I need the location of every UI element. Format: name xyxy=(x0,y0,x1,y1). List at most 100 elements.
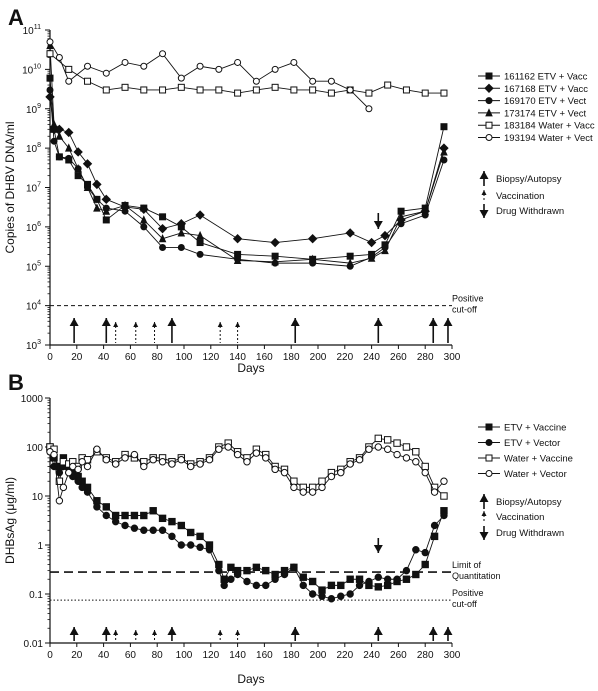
panel-a-y-axis-title: Copies of DHBV DNA/ml xyxy=(3,121,17,253)
panel-b-vaccination-arrow-head xyxy=(217,630,223,635)
panel-b-data-point-0 xyxy=(346,575,354,583)
panel-b-legend-marker-3 xyxy=(485,470,493,477)
panel-a-x-tick-label: 160 xyxy=(256,352,273,363)
panel-b-data-point-2 xyxy=(318,477,326,485)
panel-a-data-point-5 xyxy=(46,38,54,46)
panel-a-data-point-4 xyxy=(384,81,392,89)
panel-b-data-point-1 xyxy=(365,577,373,586)
panel-a-data-point-0 xyxy=(440,123,448,131)
panel-a-data-point-5 xyxy=(55,54,63,62)
panel-a-data-point-4 xyxy=(290,86,298,94)
panel-b-data-point-1 xyxy=(412,546,420,554)
panel-a-letter: A xyxy=(8,5,24,30)
panel-b-data-point-3 xyxy=(224,443,232,451)
panel-b-data-point-1 xyxy=(187,541,195,549)
panel-a-x-tick-label: 240 xyxy=(363,352,380,363)
panel-a-data-point-3 xyxy=(121,200,129,209)
panel-a-legend-key-biopsy: Biopsy/Autopsy xyxy=(496,174,562,185)
panel-a-data-point-5 xyxy=(271,65,279,73)
panel-b-x-tick-label: 280 xyxy=(417,650,434,661)
panel-b-data-point-0 xyxy=(130,511,139,520)
panel-a-data-point-5 xyxy=(309,77,317,85)
panel-b-y-tick-label: 0.1 xyxy=(29,590,43,601)
panel-a-data-point-4 xyxy=(84,77,92,85)
panel-a-data-point-4 xyxy=(234,89,242,97)
panel-b-data-point-3 xyxy=(393,450,401,459)
panel-b-data-point-0 xyxy=(337,581,345,590)
panel-a-x-tick-label: 280 xyxy=(417,352,434,363)
panel-b-data-point-0 xyxy=(215,560,223,569)
panel-b-data-point-1 xyxy=(78,483,86,492)
panel-a-data-point-3 xyxy=(271,257,279,266)
panel-a-series-line-5 xyxy=(49,41,370,110)
panel-a-data-point-1 xyxy=(139,204,149,214)
panel-a-data-point-4 xyxy=(271,83,279,91)
panel-a-data-point-5 xyxy=(102,69,110,77)
panel-b-data-point-1 xyxy=(74,477,82,485)
panel-a-data-point-4 xyxy=(140,86,148,94)
panel-b-vaccination-arrow-head xyxy=(133,630,139,635)
panel-a-legend-marker-5 xyxy=(485,134,493,141)
panel-b-y-tick-label: 1 xyxy=(37,541,43,552)
panel-b-data-point-0 xyxy=(149,507,157,515)
panel-b-data-point-3 xyxy=(196,460,204,468)
panel-a-x-tick-label: 260 xyxy=(390,352,407,363)
panel-a-data-point-1 xyxy=(366,237,377,248)
panel-b-data-point-3 xyxy=(65,468,73,477)
panel-b-data-point-0 xyxy=(327,581,336,590)
panel-a-x-tick-label: 60 xyxy=(125,352,137,363)
panel-b-data-point-3 xyxy=(215,445,223,453)
panel-b-legend-biopsy-arrow-head xyxy=(479,494,489,502)
panel-b-data-point-0 xyxy=(111,511,120,520)
panel-a-data-point-2 xyxy=(140,223,148,231)
panel-b-data-point-3 xyxy=(102,456,110,464)
panel-a-biopsy-arrow-head xyxy=(373,318,383,326)
panel-b-data-point-0 xyxy=(168,517,176,526)
panel-b-data-point-3 xyxy=(271,465,279,474)
panel-b-data-point-3 xyxy=(233,450,242,459)
panel-b-y-tick-label: 100 xyxy=(26,443,43,454)
panel-a-data-point-5 xyxy=(215,65,223,73)
panel-a-vaccination-arrow-head xyxy=(217,322,223,327)
panel-b-data-point-2 xyxy=(421,462,429,471)
panel-b-data-point-0 xyxy=(412,570,420,579)
panel-a-data-point-5 xyxy=(196,62,204,70)
panel-b-data-point-3 xyxy=(440,477,448,485)
panel-b-data-point-1 xyxy=(220,581,228,590)
panel-a-x-tick-label: 200 xyxy=(310,352,327,363)
panel-b-data-point-3 xyxy=(280,468,289,477)
panel-b-legend-marker-0 xyxy=(485,423,493,431)
panel-b-data-point-3 xyxy=(252,449,261,457)
panel-b-data-point-0 xyxy=(299,573,307,581)
panel-b-data-point-3 xyxy=(337,468,345,477)
panel-b-legend-vaccination-arrow-head xyxy=(481,511,487,516)
panel-b-data-point-0 xyxy=(355,575,364,583)
panel-b-data-point-3 xyxy=(243,458,251,466)
panel-b-data-point-0 xyxy=(243,566,251,575)
panel-b-data-point-3 xyxy=(290,483,298,492)
panel-a-legend-marker-2 xyxy=(485,97,493,105)
panel-a-legend-marker-1 xyxy=(484,83,494,94)
panel-b-data-point-0 xyxy=(421,560,429,569)
panel-a-legend-marker-0 xyxy=(485,72,493,80)
panel-a-data-point-4 xyxy=(102,86,110,94)
panel-b-x-tick-label: 180 xyxy=(283,650,300,661)
panel-a-data-point-4 xyxy=(365,89,373,97)
panel-b-data-point-1 xyxy=(227,575,235,583)
panel-b-data-point-3 xyxy=(299,488,307,496)
panel-b-data-point-0 xyxy=(383,581,392,590)
panel-b-data-point-1 xyxy=(280,570,289,579)
panel-a-reference-label: cut-off xyxy=(452,305,477,315)
panel-a-data-point-1 xyxy=(380,230,390,241)
panel-b-data-point-3 xyxy=(158,458,167,466)
panel-a-data-point-2 xyxy=(196,250,204,258)
panel-b-data-point-3 xyxy=(187,462,195,471)
panel-b-x-tick-label: 260 xyxy=(390,650,407,661)
panel-a-data-point-1 xyxy=(73,147,83,157)
panel-b-data-point-2 xyxy=(402,443,411,451)
panel-b-biopsy-arrow-head xyxy=(101,627,111,635)
panel-b-data-point-1 xyxy=(233,570,242,579)
panel-b-data-point-3 xyxy=(412,458,420,466)
panel-a-data-point-4 xyxy=(159,86,167,94)
